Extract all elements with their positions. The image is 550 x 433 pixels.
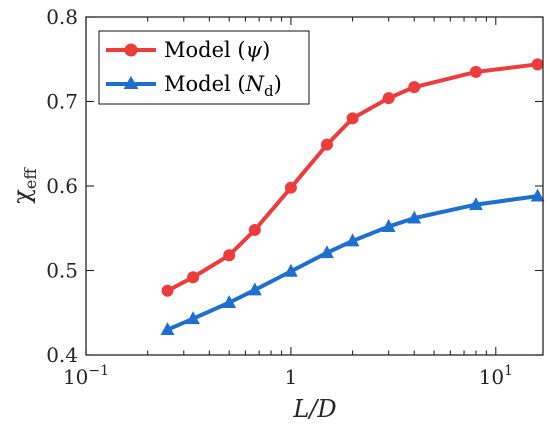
- legend-box: [98, 30, 310, 105]
- data-point: [530, 188, 545, 202]
- y-tick-label: 0.4: [46, 343, 78, 367]
- x-axis-label: L/D: [292, 395, 336, 423]
- legend-marker-1: [124, 43, 138, 57]
- data-point: [407, 210, 422, 224]
- data-point: [408, 81, 421, 94]
- y-tick-label: 0.7: [46, 90, 78, 114]
- y-axis-label: χeff: [8, 167, 40, 204]
- x-tick-label: 1: [285, 365, 298, 389]
- x-tick-label: 101: [479, 363, 513, 389]
- data-point: [469, 197, 483, 210]
- y-tick-label: 0.6: [46, 174, 78, 198]
- tick-labels: 10−1 1 101 0.4 0.5 0.6 0.7 0.8: [46, 5, 513, 389]
- data-point: [345, 233, 360, 247]
- x-tick-label: 10−1: [63, 363, 109, 389]
- y-axis-label-sub: eff: [21, 167, 40, 189]
- data-point: [469, 65, 482, 78]
- data-point: [222, 295, 237, 309]
- data-point: [320, 245, 334, 259]
- data-point: [223, 249, 236, 262]
- series-2: [160, 188, 545, 336]
- data-point: [187, 271, 200, 284]
- legend: Model (ψ) Model (Nd): [98, 30, 310, 105]
- data-point: [247, 282, 262, 296]
- data-point: [531, 58, 544, 71]
- series-line-2: [166, 194, 538, 332]
- data-point: [381, 219, 396, 232]
- data-point: [160, 322, 175, 336]
- y-axis-label-main: χ: [8, 189, 36, 204]
- plot-frame: [85, 16, 544, 356]
- legend-entry-1: Model (ψ): [106, 38, 270, 62]
- legend-entry-2: Model (Nd): [106, 72, 282, 100]
- legend-label-2: Model (Nd): [164, 72, 282, 100]
- data-point: [346, 112, 359, 125]
- series-layer: [160, 58, 545, 336]
- y-tick-label: 0.8: [46, 5, 78, 29]
- data-point: [284, 181, 297, 194]
- legend-label-1: Model (ψ): [164, 38, 270, 62]
- data-point: [382, 92, 395, 105]
- series-1: [161, 58, 544, 297]
- data-point: [283, 263, 298, 277]
- data-point: [161, 284, 174, 297]
- y-tick-label: 0.5: [46, 259, 78, 283]
- legend-marker-2: [123, 76, 139, 89]
- data-point: [186, 311, 200, 325]
- data-point: [320, 138, 333, 151]
- data-point: [248, 223, 261, 236]
